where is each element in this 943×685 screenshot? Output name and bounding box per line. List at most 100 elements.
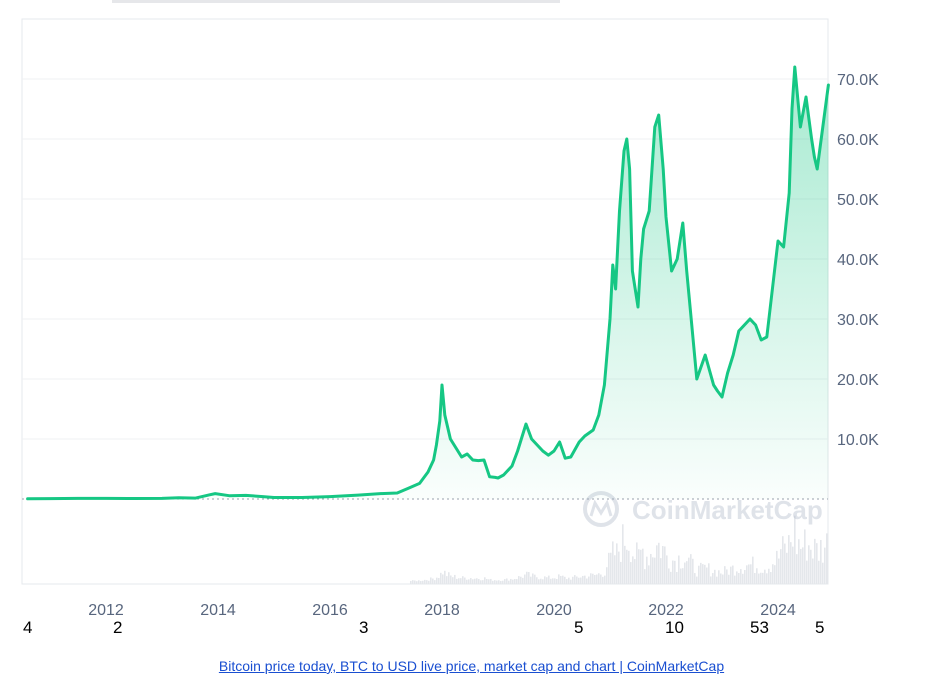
extra-label: 2 [113,618,123,637]
volume-bar [776,550,778,584]
volume-bar [464,577,466,584]
volume-bar [414,580,416,584]
volume-bar [448,572,450,584]
volume-bar [618,551,620,584]
volume-bar [412,580,414,584]
volume-bar [684,562,686,584]
volume-bar [566,579,568,584]
volume-bar [418,580,420,584]
volume-bar [810,549,812,584]
volume-bar [456,578,458,584]
volume-bar [646,556,648,584]
x-tick-label: 2014 [200,602,236,619]
volume-bar [704,564,706,584]
volume-bar [778,558,780,584]
volume-bar [460,578,462,584]
top-scroll-bar [112,0,560,3]
volume-bar [752,556,754,584]
volume-bar [664,546,666,584]
volume-bar [578,577,580,584]
volume-bar [446,576,448,584]
volume-bar [800,548,802,584]
volume-bar [806,560,808,584]
volume-bar [528,572,530,584]
caption-link[interactable]: Bitcoin price today, BTC to USD live pri… [218,658,725,674]
volume-bar [466,579,468,584]
y-tick-label: 60.0K [837,132,879,149]
volume-bar [508,580,510,584]
volume-bar [424,579,426,584]
volume-bar [694,573,696,584]
volume-bar [564,576,566,584]
volume-bar [488,579,490,584]
volume-bar [568,577,570,584]
volume-bar [666,555,668,584]
volume-bar [786,552,788,584]
volume-bar [750,564,752,584]
x-tick-label: 2012 [88,602,124,619]
volume-bar [706,567,708,584]
caption[interactable]: Bitcoin price today, BTC to USD live pri… [0,658,943,674]
volume-bar [514,578,516,584]
volume-bar [620,561,622,584]
volume-bar [442,574,444,584]
volume-bar [602,576,604,584]
volume-bar [560,575,562,584]
volume-bar [594,575,596,584]
volume-bar [516,579,518,584]
volume-bar [530,576,532,584]
volume-bar [748,564,750,584]
volume-bar [482,580,484,584]
volume-bar [808,545,810,584]
volume-bar [770,572,772,584]
volume-bar [434,580,436,584]
volume-bar [746,565,748,584]
volume-bar [782,536,784,584]
volume-bar [790,542,792,584]
volume-bar [524,574,526,584]
volume-bar [732,565,734,584]
volume-bar [760,572,762,584]
extra-label: 3 [359,618,369,637]
volume-bar [498,580,500,584]
volume-bar [616,543,618,584]
volume-bar [774,565,776,584]
volume-bar [712,573,714,584]
volume-bar [506,578,508,584]
volume-bar [592,573,594,584]
volume-bar [472,579,474,584]
volume-bar [486,579,488,584]
volume-bar [640,549,642,584]
volume-bar [636,542,638,584]
volume-bar [690,554,692,584]
y-tick-label: 20.0K [837,372,879,389]
volume-bar [458,578,460,584]
volume-bar [588,576,590,584]
volume-bar [538,579,540,584]
volume-bar [546,577,548,584]
volume-bar [520,576,522,584]
volume-bar [668,568,670,584]
volume-bar [580,577,582,584]
volume-bar [672,560,674,584]
volume-bar [794,515,796,584]
x-tick-label: 2018 [424,602,460,619]
volume-bar [696,576,698,584]
volume-bar [680,568,682,584]
y-tick-label: 40.0K [837,252,879,269]
volume-bar [542,579,544,584]
volume-bar [416,581,418,584]
extra-label: 10 [665,618,684,637]
volume-bar [722,574,724,584]
volume-bar [590,573,592,584]
volume-bar [716,576,718,584]
y-tick-label: 50.0K [837,192,879,209]
watermark: CoinMarketCap [583,491,823,527]
volume-bar [762,572,764,584]
extra-label: 4 [23,618,33,637]
volume-bar [764,569,766,584]
volume-bar [652,557,654,584]
volume-bar [738,572,740,584]
volume-bar [480,580,482,584]
y-tick-label: 70.0K [837,72,879,89]
